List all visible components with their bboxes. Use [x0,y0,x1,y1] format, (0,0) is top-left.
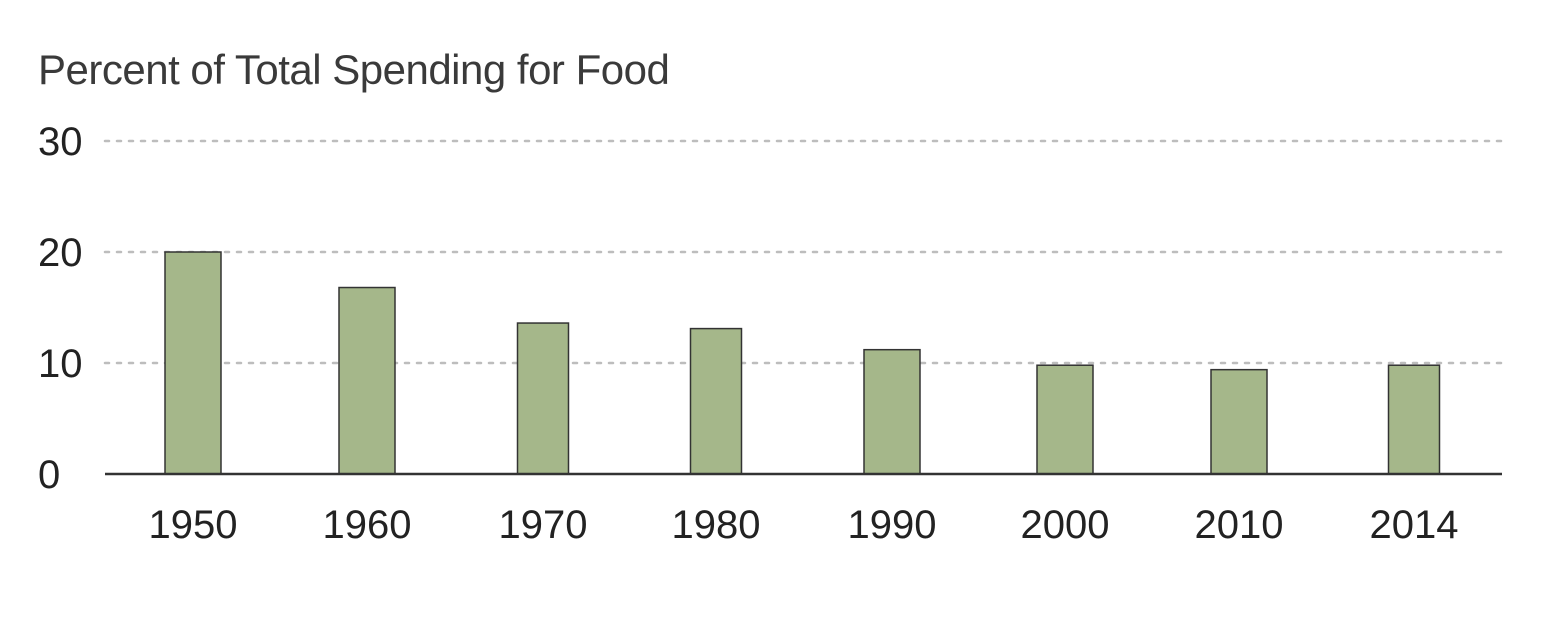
x-tick-label: 1950 [149,503,238,547]
y-axis-ticks: 0 10 20 30 [38,120,83,497]
x-tick-label: 2000 [1021,503,1110,547]
bar-1980 [689,327,743,475]
y-tick-label: 20 [38,231,83,275]
x-tick-label: 1960 [323,503,412,547]
bars [164,251,1441,475]
bar-2014 [1387,364,1441,475]
y-tick-label: 0 [38,453,60,497]
chart-title: Percent of Total Spending for Food [38,46,670,93]
gridlines [103,139,1504,365]
bar-1950 [164,251,222,475]
bar-1970 [516,322,570,475]
x-tick-label: 1980 [672,503,761,547]
x-tick-label: 1990 [848,503,937,547]
bar-2010 [1210,368,1268,475]
x-tick-label: 2010 [1195,503,1284,547]
x-tick-label: 2014 [1370,503,1459,547]
bar-1990 [863,348,921,475]
x-axis-ticks: 1950 1960 1970 1980 1990 2000 2010 2014 [149,503,1459,547]
y-tick-label: 30 [38,120,83,164]
bar-1960 [338,286,396,475]
x-tick-label: 1970 [499,503,588,547]
bar-2000 [1036,364,1094,475]
y-tick-label: 10 [38,342,83,386]
